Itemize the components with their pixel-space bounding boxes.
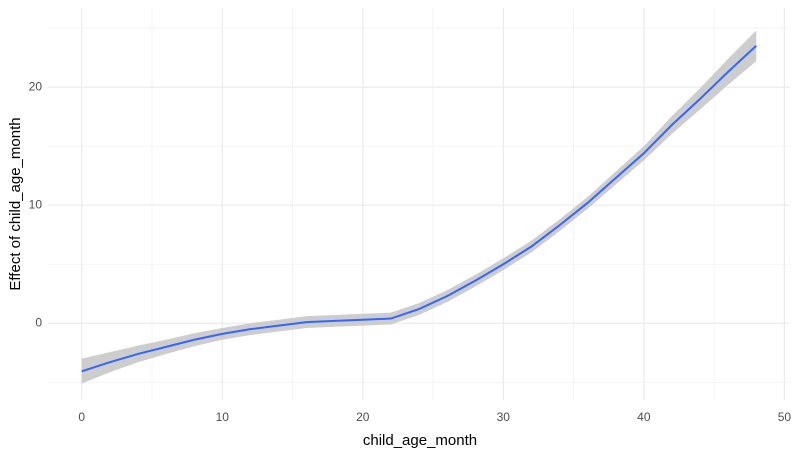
y-axis-title: Effect of child_age_month — [7, 117, 24, 290]
x-tick-label: 0 — [78, 410, 85, 424]
y-tick-label: 20 — [29, 79, 43, 93]
x-tick-label: 20 — [356, 410, 370, 424]
y-tick-label: 10 — [29, 197, 43, 211]
y-tick-label: 0 — [35, 315, 42, 329]
x-tick-label: 10 — [216, 410, 230, 424]
x-axis-title: child_age_month — [363, 432, 477, 449]
confidence-band — [81, 30, 757, 384]
line — [81, 45, 757, 373]
x-tick-label: 50 — [778, 410, 792, 424]
x-tick-label: 30 — [497, 410, 511, 424]
x-tick-label: 40 — [637, 410, 651, 424]
